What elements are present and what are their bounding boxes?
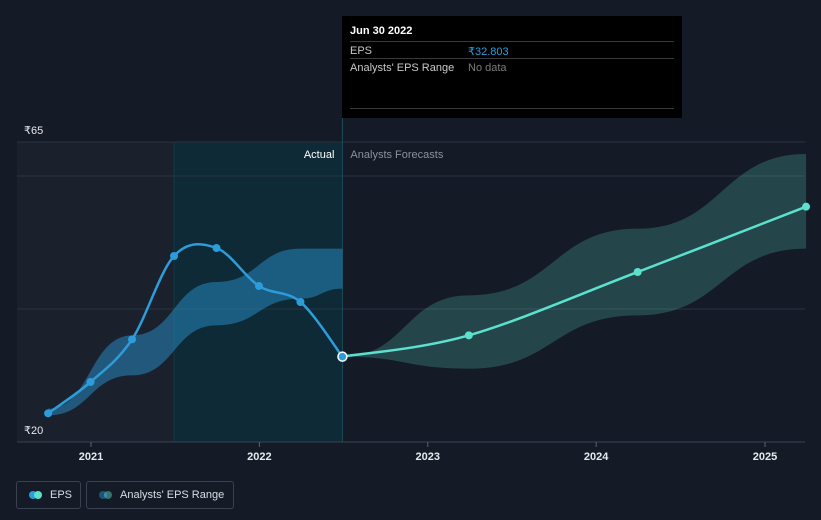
tooltip-eps-row: EPS ₹32.803	[350, 41, 674, 60]
past-region-bg	[17, 142, 175, 442]
x-tick-label-2023: 2023	[416, 451, 440, 463]
legend-range-label: Analysts' EPS Range	[120, 489, 225, 501]
legend-eps-swatch-past	[29, 491, 37, 499]
x-tick-label-2025: 2025	[753, 451, 777, 463]
legend-range-swatch-past	[99, 491, 107, 499]
eps-forecast-line	[342, 205, 807, 358]
x-tick-label-2021: 2021	[79, 451, 103, 463]
eps-forecast-point-3	[802, 202, 811, 211]
eps-point-2	[128, 335, 137, 344]
tooltip-range-label: Analysts' EPS Range	[350, 62, 455, 74]
legend-eps-range[interactable]: Analysts' EPS Range	[86, 481, 234, 509]
tooltip-date: Jun 30 2022	[350, 25, 413, 37]
eps-point-5	[254, 282, 263, 290]
actual-region-label: Actual	[304, 149, 335, 161]
y-tick-label-bottom: ₹20	[24, 425, 43, 437]
tooltip-eps-value: ₹32.803	[468, 46, 509, 58]
chart-tooltip: Jun 30 2022 EPS ₹32.803 Analysts' EPS Ra…	[342, 16, 682, 118]
tooltip-range-row: Analysts' EPS Range No data	[350, 58, 674, 77]
legend-eps-label: EPS	[50, 489, 73, 501]
eps-point-6	[296, 298, 305, 306]
eps-point-3	[170, 252, 179, 260]
legend-eps[interactable]: EPS	[16, 481, 81, 509]
eps-point-0	[44, 409, 53, 418]
eps-range-band-forecast	[342, 154, 807, 369]
x-tick-label-2022: 2022	[247, 451, 271, 463]
x-tick-label-2024: 2024	[584, 451, 609, 463]
tooltip-divider	[350, 108, 674, 109]
eps-point-4	[212, 244, 221, 252]
tooltip-eps-label: EPS	[350, 45, 373, 57]
legend-eps-swatch-forecast	[34, 491, 42, 499]
forecast-region-label: Analysts Forecasts	[350, 149, 443, 161]
eps-point-1	[86, 378, 95, 386]
y-tick-label-top: ₹65	[24, 125, 43, 137]
eps-forecast-point-1	[464, 331, 473, 340]
highlighted-eps-point	[337, 351, 348, 362]
eps-forecast-point-2	[633, 268, 642, 276]
highlight-region	[174, 142, 343, 442]
tooltip-range-value: No data	[468, 62, 507, 74]
legend-range-swatch-forecast	[104, 491, 112, 499]
